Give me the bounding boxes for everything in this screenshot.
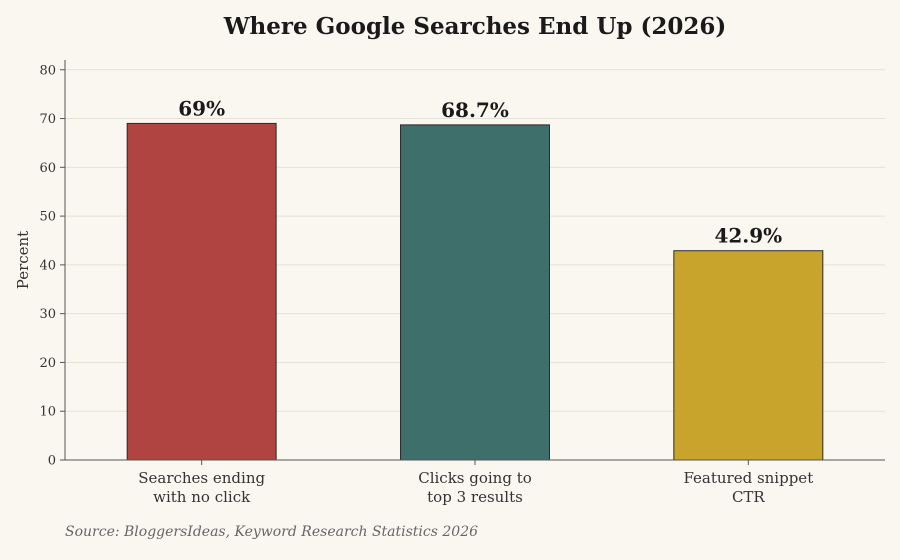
y-tick-label: 20 [39, 356, 56, 371]
y-axis-label: Percent [14, 231, 32, 289]
bar [400, 124, 550, 461]
x-category-label: top 3 results [427, 488, 523, 506]
bar-value-label: 69% [178, 96, 225, 120]
x-category-label: Clicks going to [418, 469, 532, 487]
bars: 69% 68.7% 42.9% [126, 96, 824, 461]
source-note: Source: BloggersIdeas, Keyword Research … [65, 524, 478, 540]
chart-title: Where Google Searches End Up (2026) [223, 13, 727, 40]
bar [673, 250, 824, 461]
y-tick-label: 40 [39, 258, 56, 273]
y-tick-label: 30 [39, 307, 56, 322]
x-category-label: Featured snippet [683, 469, 813, 487]
y-tick-label: 50 [39, 210, 56, 225]
y-tick-label: 10 [39, 405, 56, 420]
y-tick-label: 80 [39, 63, 56, 78]
bar-value-label: 68.7% [441, 98, 509, 122]
x-category-label: Searches ending [138, 469, 265, 487]
y-tick-label: 70 [39, 112, 56, 127]
y-tick-label: 0 [48, 454, 56, 469]
y-tick-label: 60 [39, 161, 56, 176]
x-category-label: with no click [153, 488, 251, 506]
x-category-label: CTR [732, 488, 765, 506]
bar-value-label: 42.9% [714, 224, 782, 248]
bar [126, 122, 277, 461]
